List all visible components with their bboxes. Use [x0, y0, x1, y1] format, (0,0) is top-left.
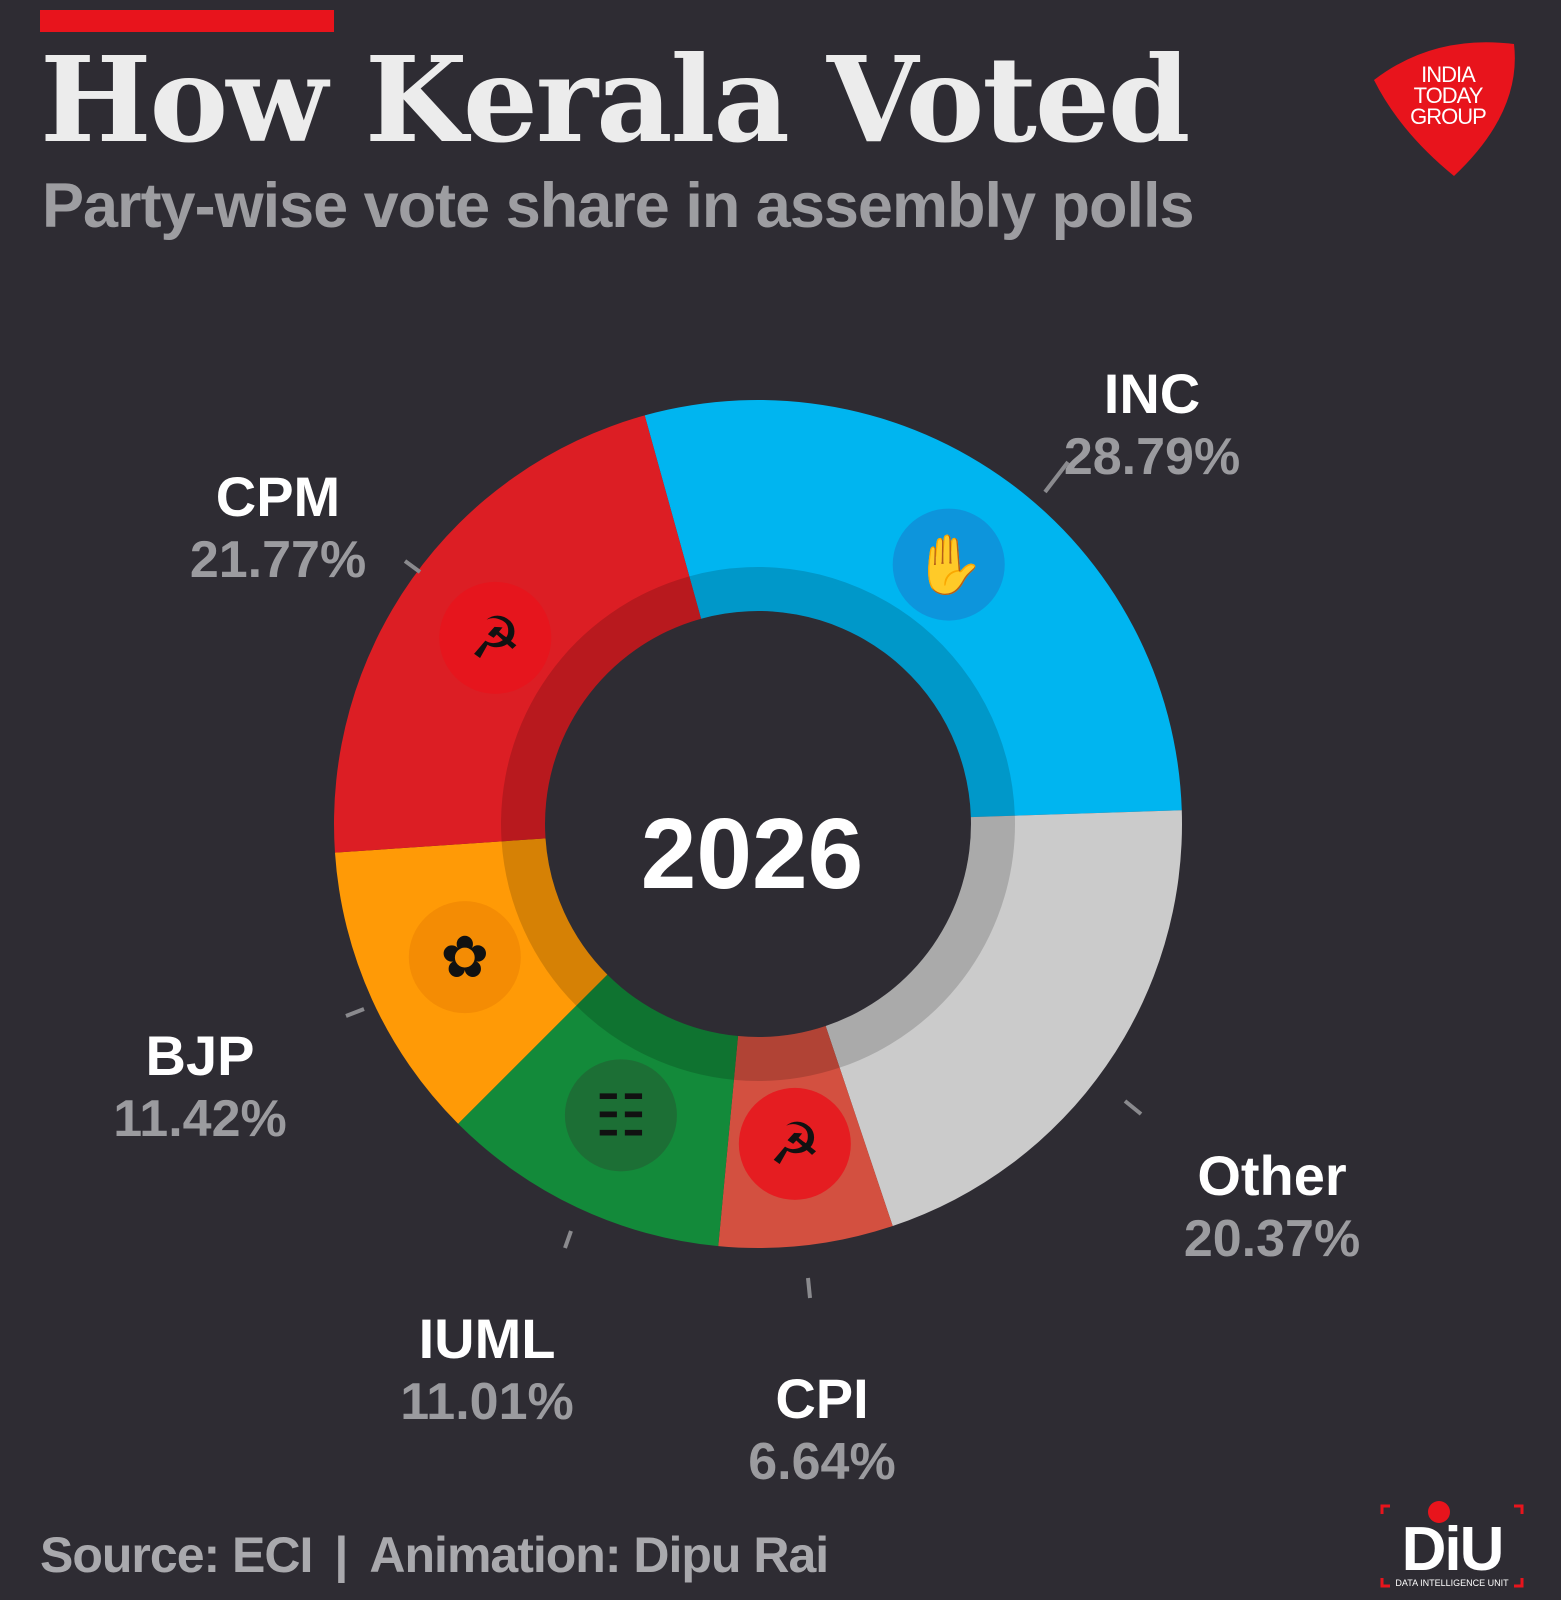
svg-text:✋: ✋ — [913, 531, 985, 599]
logo-line-2: TODAY — [1414, 83, 1484, 108]
slice-inc — [644, 400, 1182, 818]
slice-value-iuml: 11.01% — [400, 1373, 574, 1431]
slice-value-bjp: 11.42% — [113, 1090, 287, 1148]
slice-inner-band-bjp — [501, 838, 608, 1006]
page-subtitle: Party-wise vote share in assembly polls — [42, 171, 1195, 241]
svg-text:✿: ✿ — [441, 923, 490, 991]
slice-value-inc: 28.79% — [1064, 428, 1240, 486]
slice-inner-band-cpm — [501, 576, 702, 842]
center-year-label: 2026 — [641, 798, 863, 910]
lotus-icon: ✿ — [408, 901, 521, 1014]
logo-line-1: INDIA — [1421, 62, 1476, 87]
page-title: How Kerala Voted — [40, 30, 1190, 169]
slice-inner-band-cpi — [733, 1025, 840, 1081]
hammer-sickle-icon: ☭ — [439, 581, 552, 694]
leader-ticks — [345, 460, 1143, 1299]
animation-credit: Animation: Dipu Rai — [369, 1527, 829, 1583]
party-symbols: ✋ ☭ ☷ ✿ ☭ — [408, 508, 1005, 1200]
slice-value-other: 20.37% — [1184, 1210, 1360, 1268]
diu-logo-text: DiU — [1402, 1515, 1503, 1584]
slice-value-cpm: 21.77% — [190, 531, 366, 589]
tick-inc — [1043, 460, 1070, 494]
india-today-logo: INDIA TODAY GROUP — [1374, 42, 1515, 177]
source-separator: | — [334, 1527, 348, 1583]
ladder-icon: ☷ — [564, 1059, 677, 1172]
source-text: Source: ECI — [40, 1527, 313, 1583]
svg-text:☷: ☷ — [595, 1081, 647, 1149]
svg-text:☭: ☭ — [769, 1110, 821, 1178]
slice-name-iuml: IUML — [419, 1307, 556, 1370]
ears-sickle-icon: ☭ — [738, 1087, 851, 1200]
diu-logo-subtext: DATA INTELLIGENCE UNIT — [1395, 1578, 1509, 1588]
logo-line-3: GROUP — [1410, 104, 1486, 129]
slice-inner-band-inc — [689, 567, 1015, 818]
accent-bar — [40, 10, 334, 32]
slice-name-inc: INC — [1104, 362, 1200, 425]
diu-dot-icon — [1428, 1501, 1450, 1523]
slice-value-cpi: 6.64% — [748, 1433, 895, 1491]
svg-text:☭: ☭ — [469, 604, 521, 672]
slice-name-bjp: BJP — [146, 1024, 255, 1087]
tick-bjp — [345, 1007, 365, 1018]
slice-name-cpi: CPI — [775, 1367, 868, 1430]
slice-other — [825, 810, 1182, 1227]
source-credit-line: Source: ECI | Animation: Dipu Rai — [40, 1526, 829, 1584]
donut-slices — [334, 400, 1182, 1248]
hand-icon: ✋ — [892, 508, 1005, 621]
tick-other — [1123, 1099, 1143, 1116]
tick-cpi — [806, 1277, 812, 1299]
slice-inner-band-other — [825, 815, 1015, 1068]
tick-iuml — [563, 1230, 573, 1249]
logo-shield-icon — [1374, 42, 1515, 177]
slice-inner-band-iuml — [576, 974, 739, 1080]
diu-logo: DiU DATA INTELLIGENCE UNIT — [1380, 1501, 1524, 1588]
diu-frame-icon — [1380, 1504, 1524, 1588]
slice-name-other: Other — [1197, 1144, 1346, 1207]
tick-cpm — [403, 559, 422, 574]
slice-name-cpm: CPM — [216, 465, 340, 528]
